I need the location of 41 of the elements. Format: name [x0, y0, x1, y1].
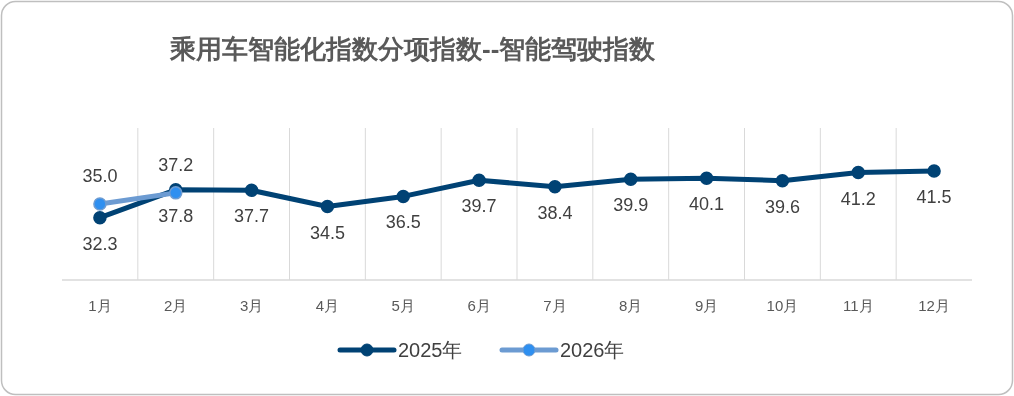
legend-label: 2025年: [398, 339, 463, 361]
point: [775, 173, 790, 188]
point: [472, 173, 486, 187]
x-tick-label: 8月: [619, 297, 643, 314]
point: [396, 189, 410, 204]
legend-label: 2026年: [560, 339, 625, 361]
x-tick-label: 2月: [164, 297, 188, 314]
point: [320, 199, 335, 214]
x-tick-label: 12月: [918, 297, 950, 314]
x-tick-label: 5月: [391, 297, 415, 314]
point: [927, 164, 941, 178]
data-label: 41.2: [840, 188, 876, 209]
data-label: 37.8: [158, 205, 194, 226]
x-tick-label: 11月: [842, 297, 874, 314]
point: [93, 210, 107, 225]
data-label: 35.0: [82, 166, 118, 186]
data-label: 37.2: [158, 154, 194, 175]
x-tick-label: 10月: [766, 297, 799, 314]
data-label: 37.7: [234, 206, 270, 227]
x-tick-label: 6月: [467, 297, 491, 314]
x-tick-label: 7月: [543, 297, 567, 314]
point: [699, 171, 714, 185]
point: [93, 197, 107, 211]
point: [851, 165, 865, 180]
x-tick-label: 3月: [239, 297, 264, 314]
point: [548, 180, 562, 194]
data-label: 32.3: [82, 233, 118, 254]
point: [244, 183, 259, 198]
x-tick-label: 4月: [315, 297, 340, 314]
data-label: 34.5: [309, 222, 345, 243]
data-label: 40.1: [689, 194, 725, 215]
data-label: 41.5: [916, 187, 952, 208]
data-label: 36.5: [385, 212, 421, 233]
data-label: 39.6: [764, 196, 800, 217]
data-label: 39.7: [461, 196, 497, 217]
x-tick-label: 9月: [694, 297, 719, 314]
chart-title: 乘用车智能化指数分项指数--智能驾驶指数: [169, 34, 657, 64]
data-label: 39.9: [613, 195, 649, 216]
x-tick-label: 1月: [88, 297, 112, 314]
point: [624, 172, 638, 186]
data-label: 38.4: [537, 202, 573, 223]
